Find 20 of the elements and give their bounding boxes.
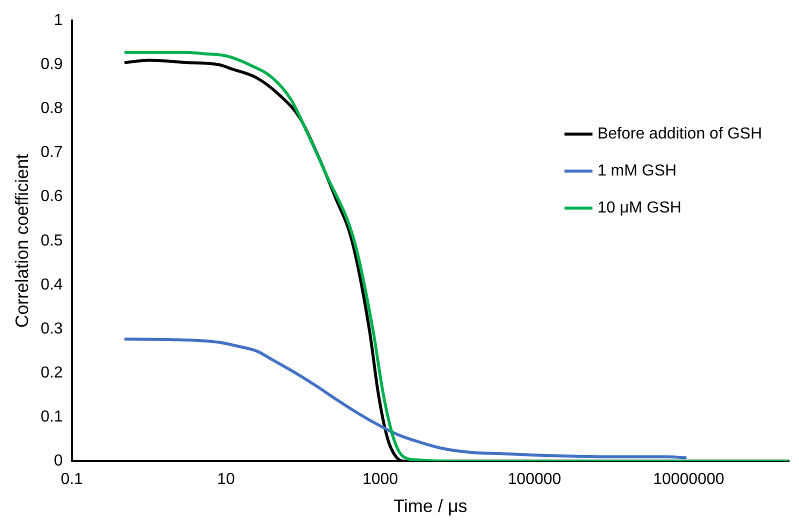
legend-label: 10 μM GSH bbox=[597, 200, 682, 217]
y-tick-label: 0.5 bbox=[40, 232, 63, 250]
x-tick-label: 1000 bbox=[362, 471, 398, 488]
x-tick-label: 100000 bbox=[508, 471, 562, 488]
y-tick-label: 0.2 bbox=[40, 364, 63, 382]
x-tick-label: 10 bbox=[217, 471, 236, 488]
legend-label: Before addition of GSH bbox=[597, 126, 762, 143]
y-tick-label: 0.9 bbox=[40, 56, 63, 74]
y-axis-title: Correlation coefficient bbox=[12, 154, 32, 328]
x-axis-title: Time / μs bbox=[394, 496, 468, 516]
x-tick-label: 10000000 bbox=[653, 471, 724, 488]
y-tick-label: 0.1 bbox=[40, 408, 63, 426]
y-tick-label: 0.6 bbox=[40, 188, 63, 206]
y-tick-label: 0.7 bbox=[40, 144, 63, 162]
y-tick-label: 0.8 bbox=[40, 100, 63, 118]
y-tick-label: 1 bbox=[54, 12, 63, 30]
y-tick-label: 0.3 bbox=[40, 320, 63, 338]
y-tick-label: 0 bbox=[54, 452, 63, 470]
y-tick-label: 0.4 bbox=[40, 276, 63, 294]
legend-label: 1 mM GSH bbox=[597, 162, 677, 180]
